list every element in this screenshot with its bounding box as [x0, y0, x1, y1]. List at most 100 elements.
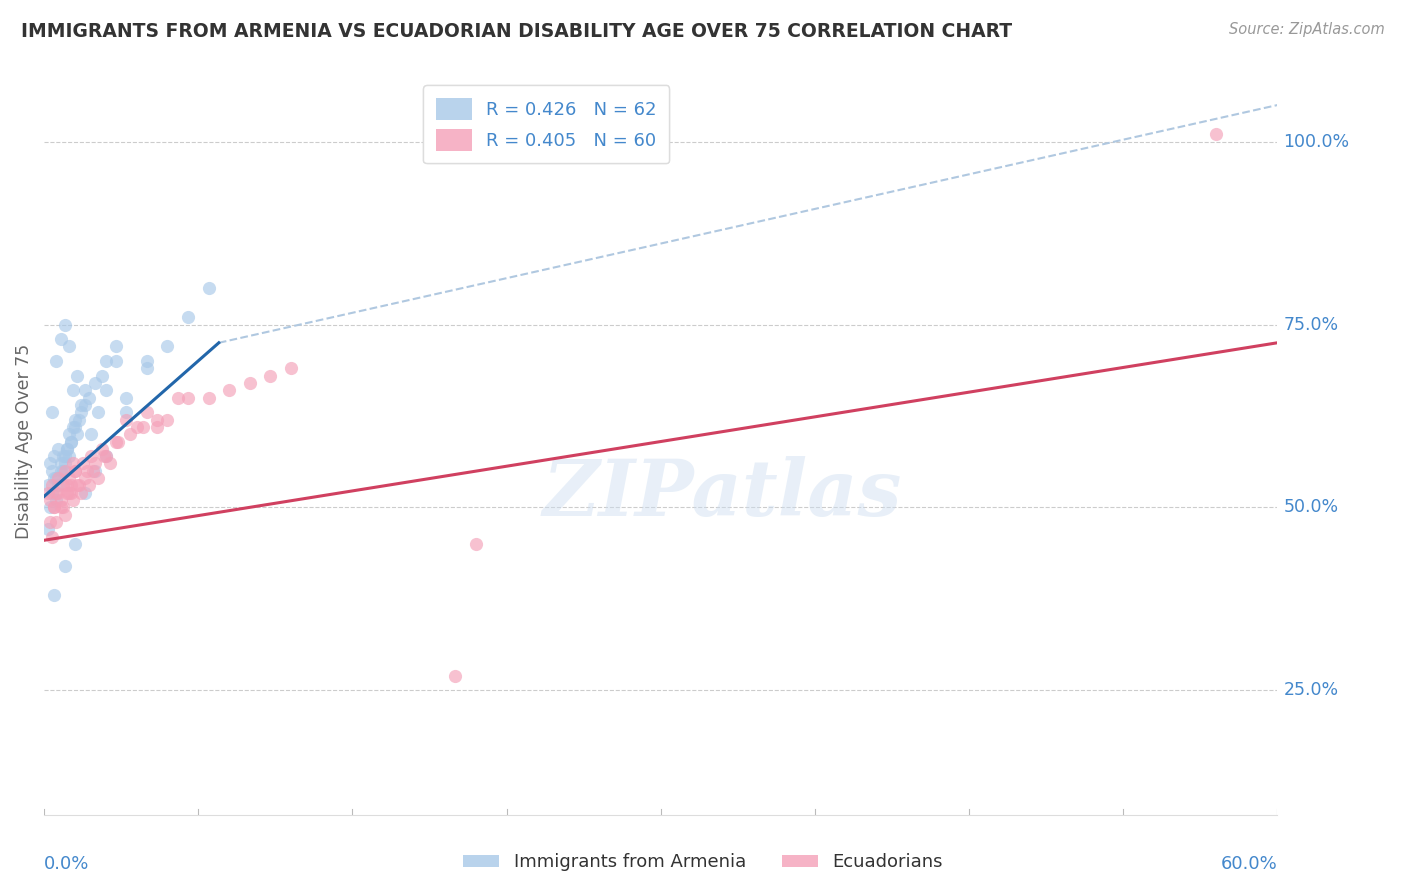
Point [52, 449, 75, 463]
Point [82, 464, 104, 478]
Point [55, 442, 77, 456]
Point [58, 427, 80, 442]
Point [62, 420, 84, 434]
Point [53, 464, 76, 478]
Point [62, 384, 84, 398]
Point [132, 420, 155, 434]
Point [70, 405, 93, 419]
Point [44, 449, 66, 463]
Point [49, 332, 72, 346]
Point [39, 457, 62, 471]
Point [75, 471, 97, 485]
Point [48, 442, 70, 456]
Point [115, 412, 138, 426]
Point [48, 485, 70, 500]
Point [63, 464, 86, 478]
Point [86, 405, 108, 419]
Point [146, 412, 169, 426]
Point [52, 478, 75, 492]
Point [84, 457, 107, 471]
Legend: Immigrants from Armenia, Ecuadorians: Immigrants from Armenia, Ecuadorians [456, 847, 950, 879]
Text: 60.0%: 60.0% [1220, 855, 1277, 872]
Point [48, 478, 70, 492]
Point [41, 405, 63, 419]
Point [39, 515, 62, 529]
Text: 50.0%: 50.0% [1284, 499, 1339, 516]
Point [79, 478, 101, 492]
Point [53, 457, 76, 471]
Point [49, 464, 72, 478]
Point [67, 478, 90, 492]
Point [90, 368, 112, 383]
Point [280, 361, 302, 376]
Point [59, 434, 82, 449]
Point [48, 471, 70, 485]
Point [107, 434, 129, 449]
Point [49, 493, 72, 508]
Point [39, 500, 62, 515]
Point [44, 500, 66, 515]
Point [59, 434, 82, 449]
Point [37, 522, 59, 536]
Point [55, 442, 77, 456]
Point [52, 464, 75, 478]
Point [84, 464, 107, 478]
Point [1205, 128, 1227, 142]
Point [76, 464, 98, 478]
Point [90, 442, 112, 456]
Point [105, 339, 128, 353]
Point [45, 515, 67, 529]
Point [45, 471, 67, 485]
Point [45, 493, 67, 508]
Point [63, 537, 86, 551]
Text: 75.0%: 75.0% [1284, 316, 1339, 334]
Point [94, 449, 117, 463]
Legend: R = 0.426   N = 62, R = 0.405   N = 60: R = 0.426 N = 62, R = 0.405 N = 60 [423, 85, 669, 163]
Point [55, 478, 77, 492]
Point [98, 457, 121, 471]
Text: 0.0%: 0.0% [44, 855, 90, 872]
Point [259, 368, 281, 383]
Point [66, 427, 89, 442]
Point [52, 500, 75, 515]
Point [66, 368, 89, 383]
Point [41, 485, 63, 500]
Point [94, 384, 117, 398]
Point [44, 471, 66, 485]
Point [444, 668, 467, 682]
Point [58, 485, 80, 500]
Point [75, 485, 97, 500]
Point [41, 478, 63, 492]
Point [105, 434, 128, 449]
Text: Source: ZipAtlas.com: Source: ZipAtlas.com [1229, 22, 1385, 37]
Point [105, 354, 128, 368]
Point [94, 449, 117, 463]
Point [125, 420, 148, 434]
Point [55, 485, 77, 500]
Point [63, 464, 86, 478]
Point [63, 412, 86, 426]
Point [53, 449, 76, 463]
Point [80, 449, 103, 463]
Point [464, 537, 486, 551]
Text: 25.0%: 25.0% [1284, 681, 1339, 699]
Point [70, 485, 93, 500]
Point [41, 464, 63, 478]
Point [53, 558, 76, 573]
Point [53, 318, 76, 332]
Point [39, 493, 62, 508]
Text: IMMIGRANTS FROM ARMENIA VS ECUADORIAN DISABILITY AGE OVER 75 CORRELATION CHART: IMMIGRANTS FROM ARMENIA VS ECUADORIAN DI… [21, 22, 1012, 41]
Point [53, 508, 76, 522]
Text: 100.0%: 100.0% [1284, 133, 1350, 151]
Point [93, 449, 115, 463]
Point [166, 391, 188, 405]
Point [63, 420, 86, 434]
Point [44, 588, 66, 602]
Point [66, 478, 89, 492]
Point [146, 420, 169, 434]
Point [239, 376, 262, 390]
Y-axis label: Disability Age Over 75: Disability Age Over 75 [15, 344, 32, 539]
Point [67, 412, 90, 426]
Point [84, 376, 107, 390]
Point [49, 500, 72, 515]
